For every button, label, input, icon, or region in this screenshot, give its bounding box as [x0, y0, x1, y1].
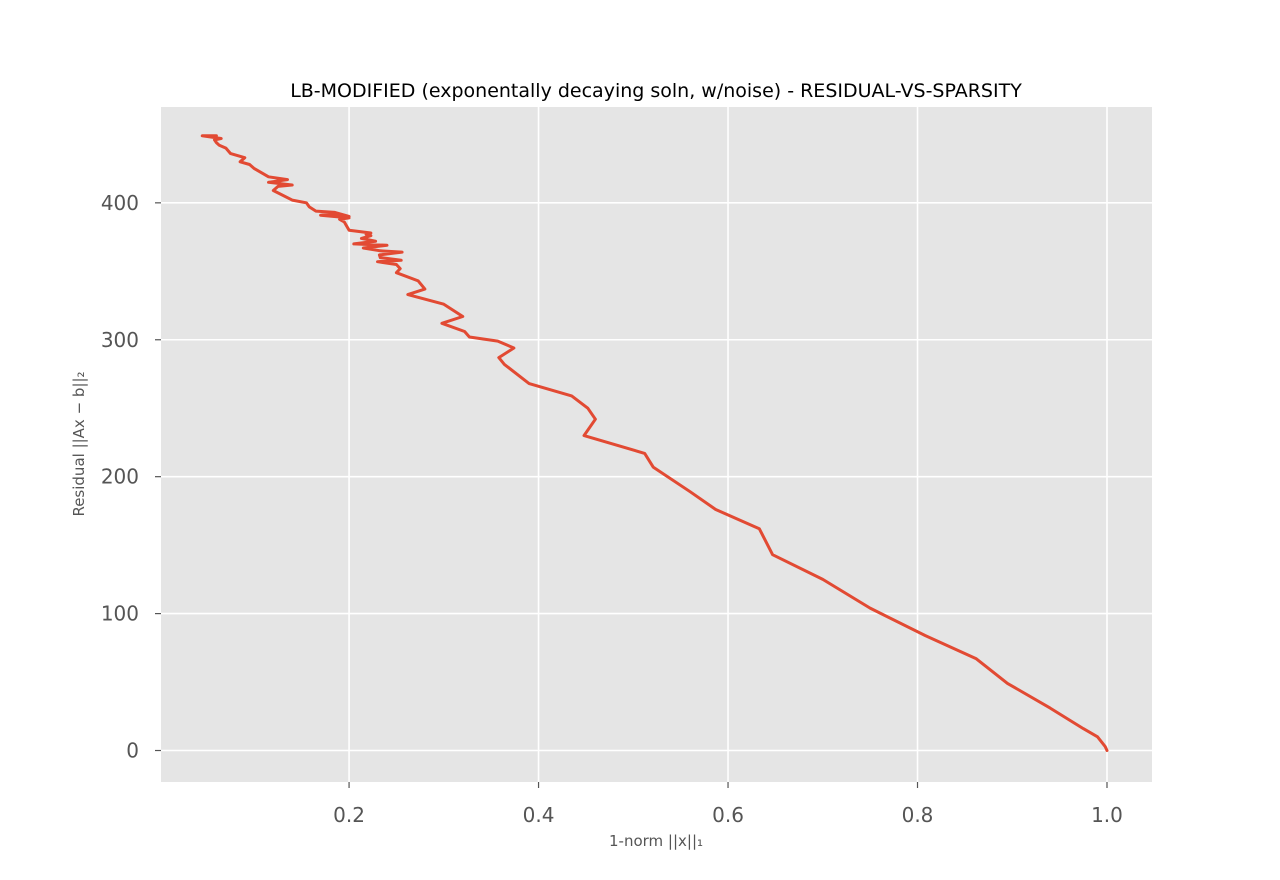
data-series [200, 134, 1109, 752]
y-tick-label: 100 [101, 602, 139, 626]
y-tick-label: 400 [101, 191, 139, 215]
y-tick-label: 0 [126, 739, 139, 763]
x-axis-label: 1-norm ||x||₁ [609, 832, 703, 850]
y-axis-label: Residual ||Ax − b||₂ [70, 371, 88, 516]
y-tick-label: 200 [101, 465, 139, 489]
grid [161, 107, 1152, 782]
y-axis: 0 100 200 300 400 [101, 191, 161, 763]
series-line [200, 134, 1109, 752]
x-tick-label: 1.0 [1091, 803, 1123, 827]
x-tick-label: 0.2 [333, 803, 365, 827]
y-tick-label: 300 [101, 328, 139, 352]
x-tick-label: 0.8 [902, 803, 934, 827]
x-tick-label: 0.4 [523, 803, 555, 827]
plot-background [161, 107, 1152, 782]
chart-title: LB-MODIFIED (exponentally decaying soln,… [290, 80, 1022, 102]
x-axis: 0.2 0.4 0.6 0.8 1.0 [333, 782, 1123, 827]
x-tick-label: 0.6 [712, 803, 744, 827]
